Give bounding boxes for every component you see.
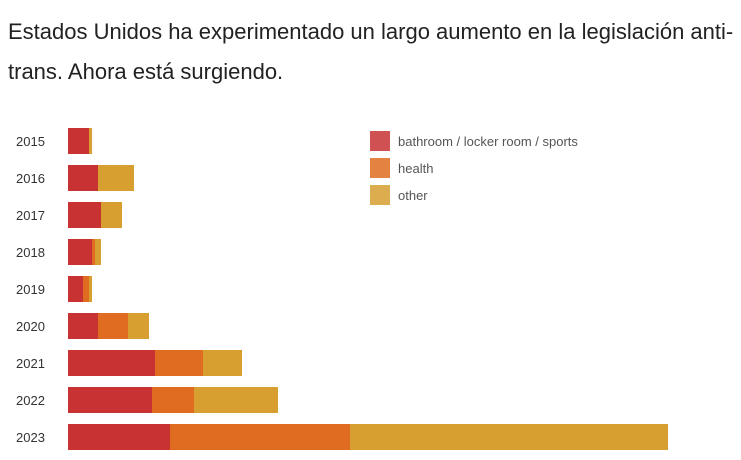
bar-segment-bathroom-2019 [68, 276, 83, 302]
bar-segment-bathroom-2023 [68, 424, 170, 450]
legend-swatch [370, 185, 390, 205]
bar-segment-other-2020 [128, 313, 149, 339]
bar-segment-other-2018 [95, 239, 101, 265]
legend-label: bathroom / locker room / sports [398, 134, 578, 149]
y-tick-label: 2021 [16, 356, 45, 371]
bar-segment-other-2022 [194, 387, 278, 413]
y-tick-label: 2023 [16, 430, 45, 445]
bar-segment-bathroom-2017 [68, 202, 101, 228]
bar-segment-bathroom-2018 [68, 239, 92, 265]
bar-segment-health-2018 [92, 239, 95, 265]
y-tick-label: 2018 [16, 245, 45, 260]
bar-segment-other-2015 [89, 128, 92, 154]
y-tick-label: 2015 [16, 134, 45, 149]
y-tick-label: 2022 [16, 393, 45, 408]
bar-segment-bathroom-2016 [68, 165, 98, 191]
legend-swatch [370, 131, 390, 151]
bar-segment-other-2023 [350, 424, 668, 450]
bar-segment-other-2021 [203, 350, 242, 376]
bar-segment-other-2019 [89, 276, 92, 302]
legend-label: health [398, 161, 433, 176]
bar-segment-bathroom-2020 [68, 313, 98, 339]
chart-title: Estados Unidos ha experimentado un largo… [8, 19, 734, 84]
y-tick-label: 2016 [16, 171, 45, 186]
legend-label: other [398, 188, 428, 203]
y-tick-label: 2017 [16, 208, 45, 223]
bar-segment-health-2022 [152, 387, 194, 413]
legend-swatch [370, 158, 390, 178]
y-tick-label: 2020 [16, 319, 45, 334]
bar-segment-bathroom-2015 [68, 128, 89, 154]
bar-segment-other-2016 [98, 165, 134, 191]
bar-segment-health-2020 [98, 313, 128, 339]
bar-segment-health-2023 [170, 424, 350, 450]
bar-segment-bathroom-2021 [68, 350, 155, 376]
bar-segment-bathroom-2022 [68, 387, 152, 413]
bar-segment-health-2019 [83, 276, 89, 302]
y-tick-label: 2019 [16, 282, 45, 297]
bar-segment-other-2017 [101, 202, 122, 228]
bar-segment-health-2021 [155, 350, 203, 376]
